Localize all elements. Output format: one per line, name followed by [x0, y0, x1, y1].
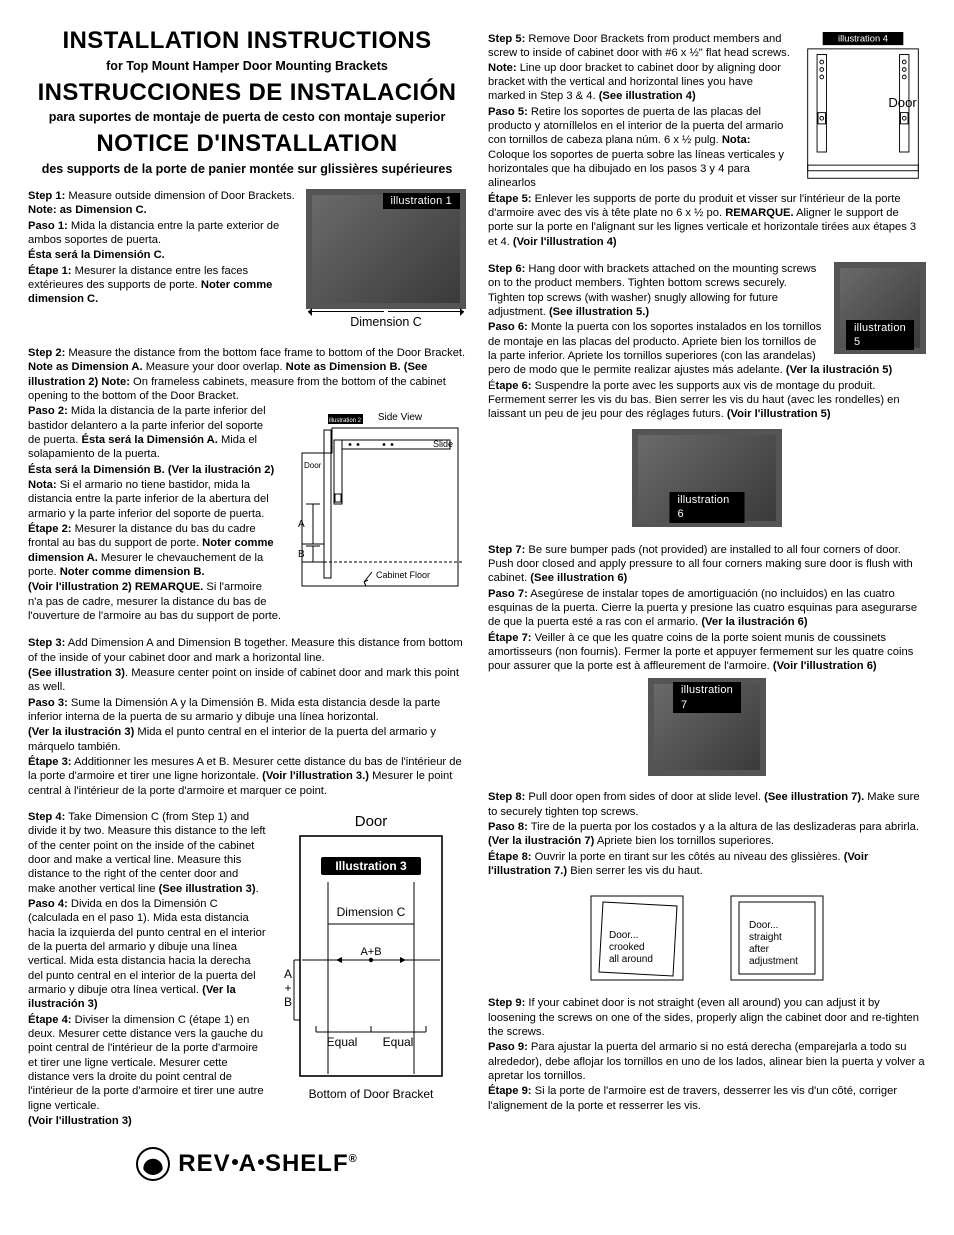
illustration-5-label: illustration 5	[846, 320, 914, 350]
illustration-3: Door Illustration 3 Dimension C	[276, 810, 466, 1114]
svg-text:adjustment: adjustment	[749, 956, 798, 967]
svg-text:A+B: A+B	[360, 946, 381, 958]
svg-text:Cabinet Floor: Cabinet Floor	[376, 570, 430, 580]
brand-logo: REVASHELF®	[28, 1147, 466, 1181]
illustration-6-label: illustration 6	[670, 492, 745, 522]
subtitle-fr: des supports de la porte de panier monté…	[28, 161, 466, 177]
illustration-5: illustration 5	[834, 262, 926, 354]
svg-text:A: A	[284, 967, 292, 981]
illustration-1-label: illustration 1	[383, 193, 461, 209]
step-8: Step 8: Pull door open from sides of doo…	[488, 790, 926, 878]
svg-text:Dimension C: Dimension C	[337, 905, 406, 919]
title-fr: NOTICE D'INSTALLATION	[28, 129, 466, 160]
illustration-6: illustration 6	[488, 423, 926, 531]
svg-text:B: B	[284, 995, 292, 1009]
svg-text:straight: straight	[749, 932, 782, 943]
svg-text:Door...: Door...	[749, 920, 778, 931]
svg-text:Bottom of Door Bracket: Bottom of Door Bracket	[309, 1087, 434, 1101]
illustration-1: illustration 1 Dimension C	[306, 189, 466, 330]
illustration-7-label: illustration 7	[673, 682, 741, 712]
step-3: Step 3: Add Dimension A and Dimension B …	[28, 636, 466, 798]
logo-icon	[136, 1147, 170, 1181]
title-block: INSTALLATION INSTRUCTIONS for Top Mount …	[28, 26, 466, 177]
illustration-7: illustration 7	[488, 674, 926, 778]
illustration-4: illustration 4 Door	[800, 32, 926, 186]
step-7: Step 7: Be sure bumper pads (not provide…	[488, 543, 926, 674]
svg-text:Door: Door	[888, 95, 917, 110]
svg-text:Side View: Side View	[378, 412, 423, 423]
subtitle-es: para suportes de montaje de puerta de ce…	[28, 109, 466, 125]
svg-text:+: +	[284, 981, 291, 995]
step-6: illustration 5 Step 6: Hang door with br…	[488, 262, 926, 423]
svg-text:crooked: crooked	[609, 942, 645, 953]
svg-text:all around: all around	[609, 954, 653, 965]
svg-text:Door: Door	[355, 813, 388, 830]
title-es: INSTRUCCIONES DE INSTALACIÓN	[28, 78, 466, 109]
svg-text:Door: Door	[304, 461, 322, 470]
svg-text:A: A	[298, 519, 305, 530]
svg-text:after: after	[749, 944, 770, 955]
step-9: Step 9: If your cabinet door is not stra…	[488, 996, 926, 1113]
step-4: Door Illustration 3 Dimension C	[28, 810, 466, 1129]
step-2: Step 2: Measure the distance from the bo…	[28, 346, 466, 624]
svg-text:Equal: Equal	[327, 1035, 358, 1049]
step-1: illustration 1 Dimension C Step 1: Measu…	[28, 189, 466, 334]
door-adjust-diagram: Door... crooked all around Door... strai…	[488, 892, 926, 984]
svg-text:illustration 4: illustration 4	[838, 33, 888, 43]
illustration-1-caption: Dimension C	[306, 314, 466, 330]
svg-text:Door...: Door...	[609, 930, 638, 941]
subtitle-en: for Top Mount Hamper Door Mounting Brack…	[28, 58, 466, 74]
svg-text:Illustration 3: Illustration 3	[335, 859, 407, 873]
illustration-2: illustration 2 Side View Slide Door	[288, 404, 466, 600]
svg-text:illustration 2: illustration 2	[329, 418, 362, 424]
svg-text:Equal: Equal	[383, 1035, 414, 1049]
svg-text:Slide: Slide	[433, 439, 453, 449]
step-5: illustration 4 Door Step 5: Remove Door …	[488, 32, 926, 250]
title-en: INSTALLATION INSTRUCTIONS	[28, 26, 466, 57]
